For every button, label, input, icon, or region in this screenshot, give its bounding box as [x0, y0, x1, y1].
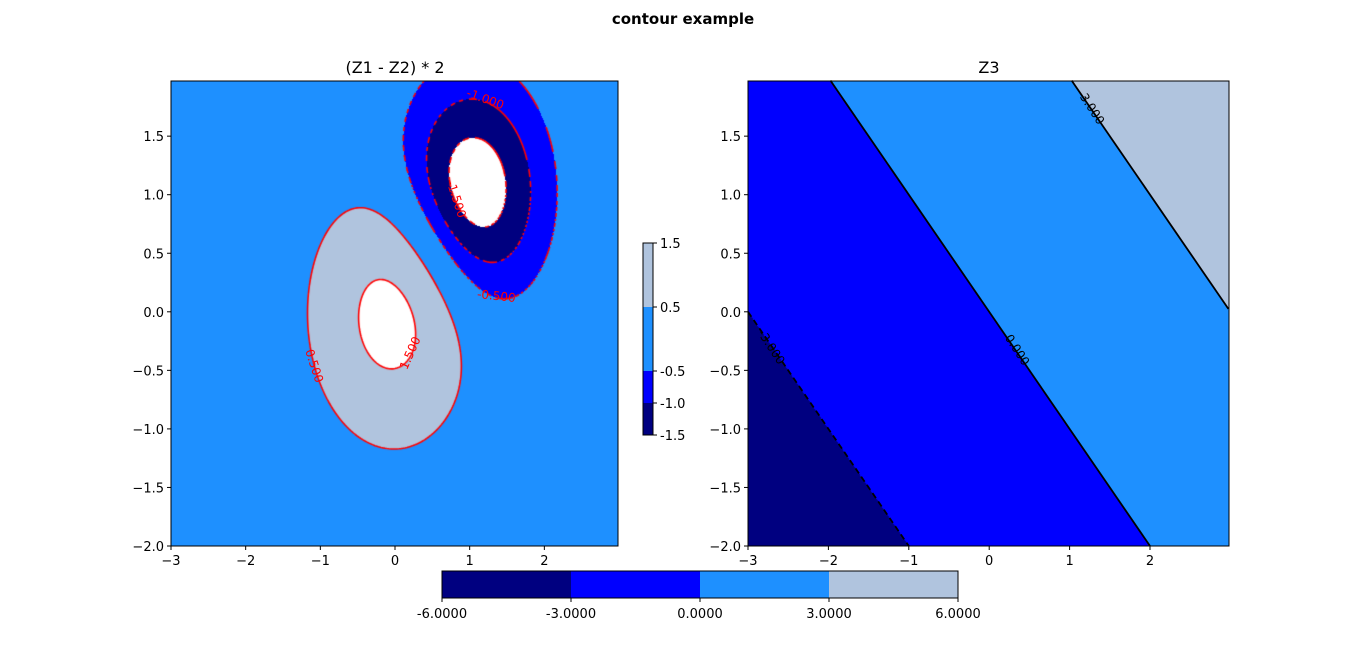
x-tick-label: 2	[540, 554, 548, 569]
colorbar-tick-label: 3.0000	[806, 607, 852, 622]
x-tick-label: 1	[1065, 554, 1073, 569]
colorbar-band	[442, 571, 571, 598]
y-tick-label: 0.5	[720, 247, 741, 262]
colorbar-tick-label: -0.5	[660, 365, 685, 380]
colorbar-tick-label: -6.0000	[417, 607, 467, 622]
colorbar-tick-label: 0.5	[660, 301, 681, 316]
y-tick-label: −0.5	[709, 364, 741, 379]
y-tick-label: −2.0	[132, 540, 164, 555]
y-tick-label: −1.5	[132, 481, 164, 496]
contour-line-0	[829, 80, 1151, 547]
y-tick-label: 0.0	[720, 306, 741, 321]
colorbar-tick-label: -3.0000	[546, 607, 596, 622]
x-tick-label: 2	[1146, 554, 1154, 569]
colorbar-tick-label: 1.5	[660, 237, 681, 252]
right-axes-title: Z3	[978, 58, 1000, 77]
colorbar-tick-label: -1.5	[660, 429, 685, 444]
colorbar-band	[643, 371, 653, 403]
left-axes-frame	[170, 80, 619, 547]
colorbar-band	[571, 571, 700, 598]
right-axes-frame	[747, 80, 1230, 547]
x-tick-label: −3	[738, 554, 757, 569]
x-tick-label: 1	[466, 554, 474, 569]
colorbar-band	[829, 571, 958, 598]
x-tick-label: 0	[985, 554, 993, 569]
x-tick-label: −2	[819, 554, 838, 569]
right-contour-fill	[748, 81, 1229, 546]
colorbar-tick-label: 6.0000	[935, 607, 981, 622]
y-tick-label: 0.0	[143, 306, 164, 321]
y-tick-label: 1.5	[143, 130, 164, 145]
y-tick-label: 1.0	[143, 189, 164, 204]
contour-line--3	[747, 311, 910, 547]
x-tick-label: −1	[899, 554, 918, 569]
colorbar-tick-label: -1.0	[660, 397, 685, 412]
y-tick-label: −1.0	[132, 423, 164, 438]
y-tick-label: 1.0	[720, 189, 741, 204]
contour-line-3	[1070, 80, 1230, 310]
x-tick-label: −3	[161, 554, 180, 569]
y-tick-label: −1.5	[709, 481, 741, 496]
colorbar-band	[643, 307, 653, 371]
colorbar-tick-label: 0.0000	[677, 607, 723, 622]
colorbar-band	[643, 243, 653, 307]
x-tick-label: −2	[236, 554, 255, 569]
y-tick-label: −0.5	[132, 364, 164, 379]
y-tick-label: 1.5	[720, 130, 741, 145]
colorbar-band	[643, 403, 653, 435]
figure-title: contour example	[611, 10, 755, 28]
y-tick-label: −2.0	[709, 540, 741, 555]
y-tick-label: −1.0	[709, 423, 741, 438]
left-axes-title: (Z1 - Z2) * 2	[345, 58, 445, 77]
x-tick-label: −1	[311, 554, 330, 569]
colorbar-frame	[642, 242, 654, 436]
colorbar-band	[700, 571, 829, 598]
left-contour-lines	[171, 81, 618, 546]
y-tick-label: 0.5	[143, 247, 164, 262]
x-tick-label: 0	[391, 554, 399, 569]
